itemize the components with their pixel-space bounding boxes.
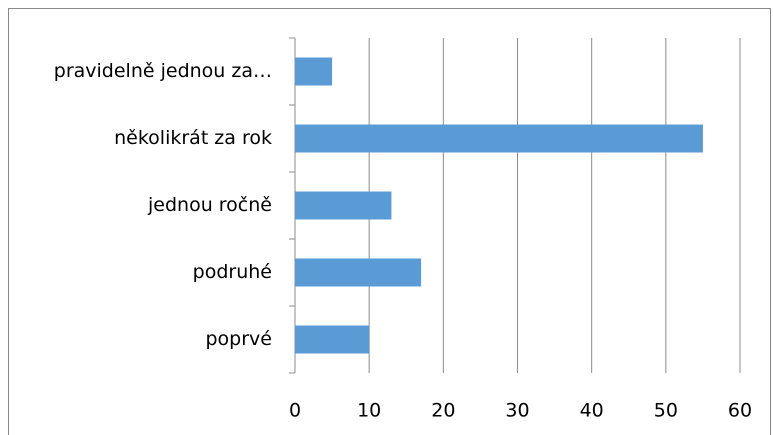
bar bbox=[295, 124, 703, 153]
y-tick-label: pravidelně jednou za… bbox=[54, 60, 272, 82]
y-tick-label: podruhé bbox=[193, 261, 272, 283]
chart-frame bbox=[8, 8, 771, 435]
x-tick-label: 40 bbox=[580, 400, 604, 422]
bar bbox=[295, 57, 333, 86]
y-tick-label: několikrát za rok bbox=[114, 127, 272, 149]
bar bbox=[295, 258, 422, 287]
x-tick-label: 60 bbox=[728, 400, 752, 422]
bar bbox=[295, 191, 392, 220]
y-tick-label: poprvé bbox=[206, 328, 273, 350]
x-tick-label: 20 bbox=[431, 400, 455, 422]
x-tick-label: 0 bbox=[289, 400, 301, 422]
x-tick-label: 30 bbox=[505, 400, 529, 422]
x-tick-label: 50 bbox=[654, 400, 678, 422]
x-tick-label: 10 bbox=[357, 400, 381, 422]
y-tick-label: jednou ročně bbox=[147, 194, 272, 216]
bar bbox=[295, 325, 370, 354]
